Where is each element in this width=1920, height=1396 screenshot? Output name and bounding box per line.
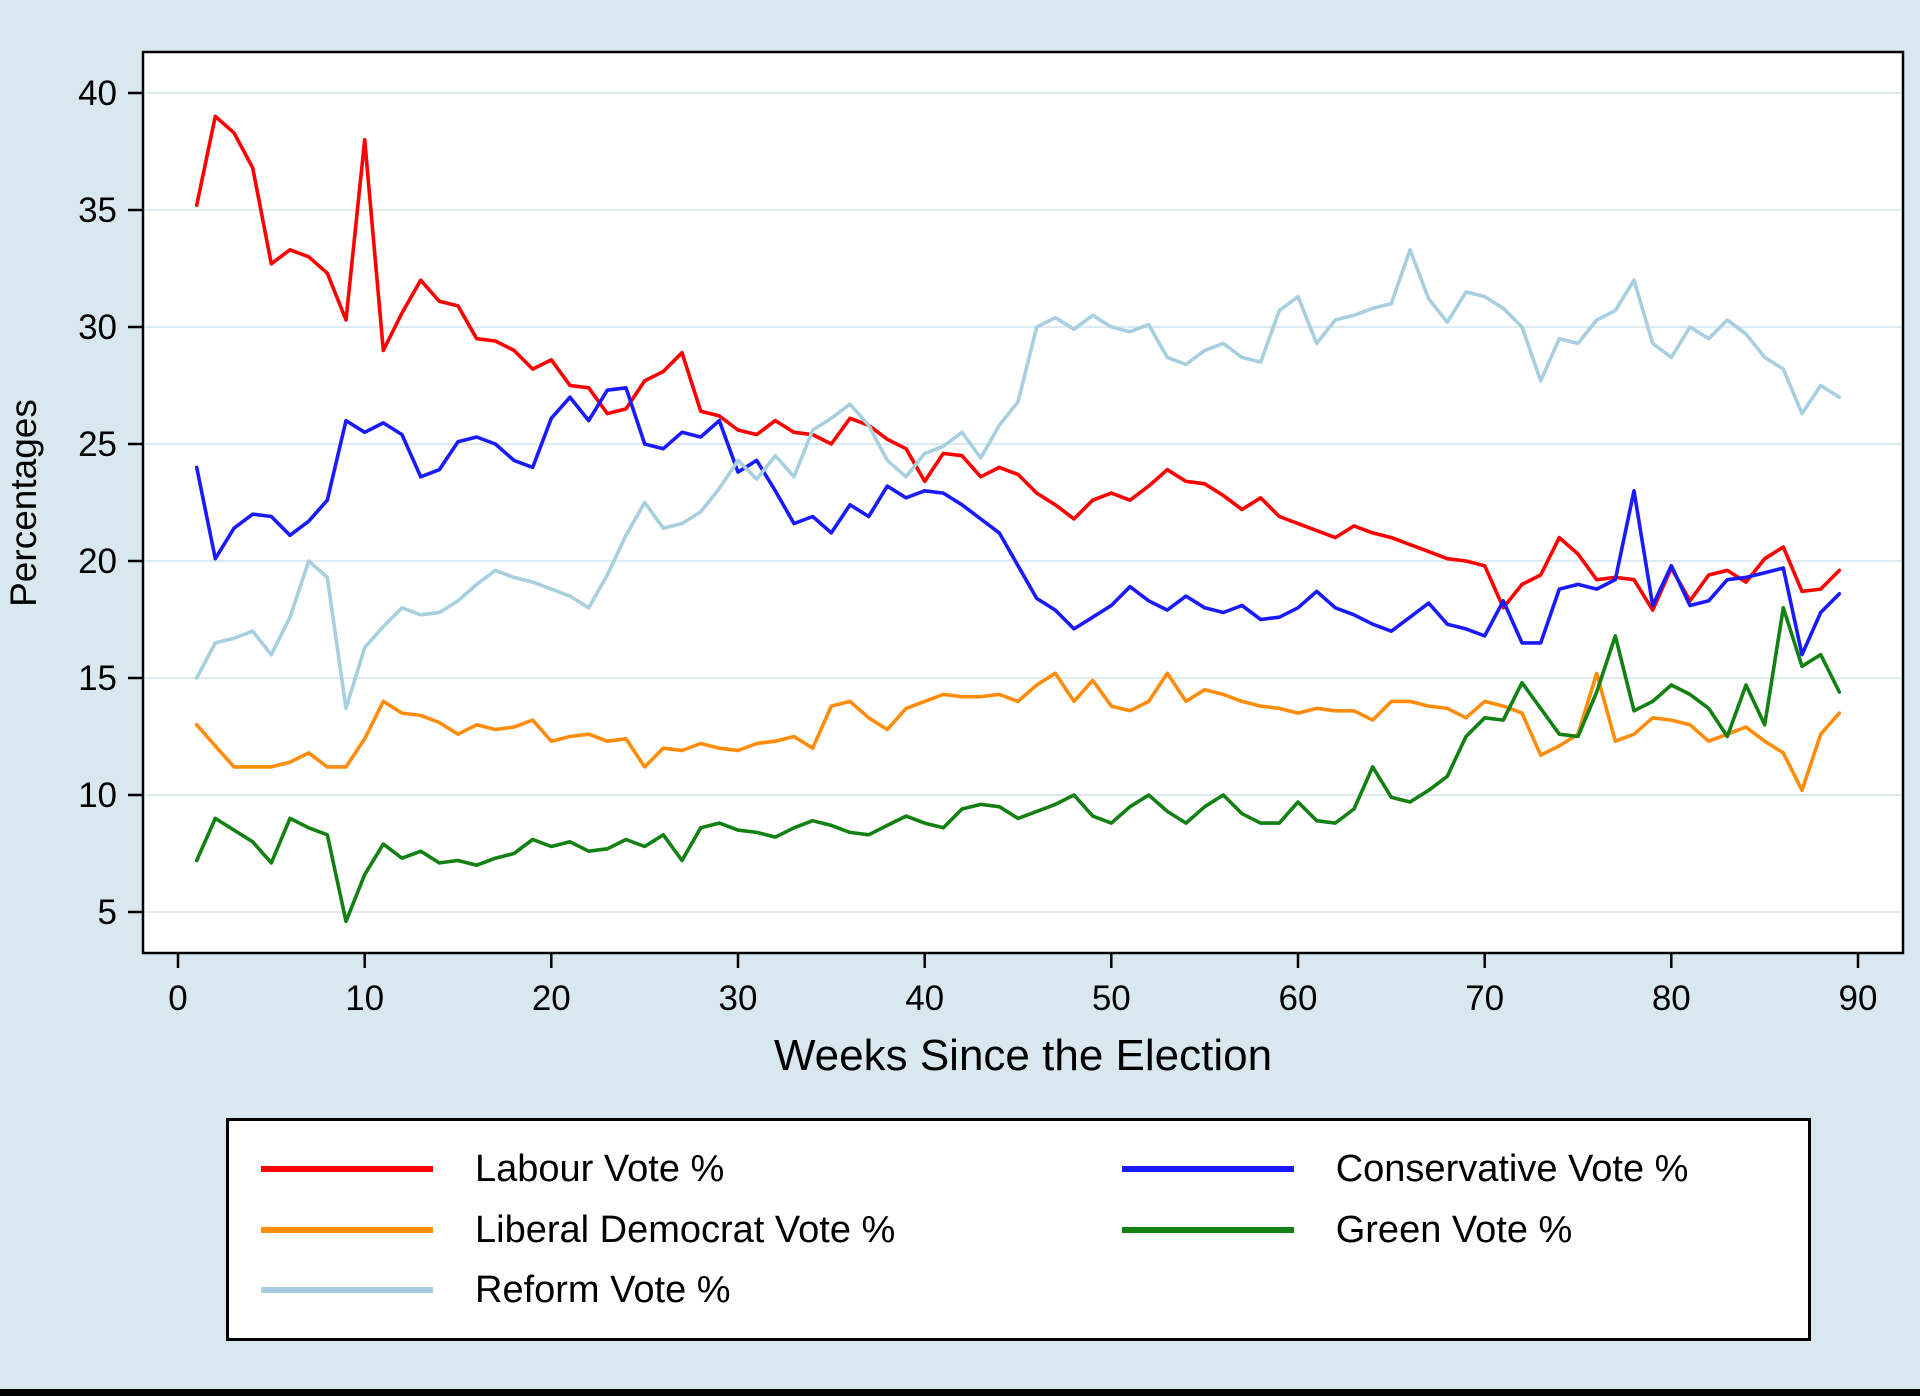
y-axis-title: Percentages xyxy=(3,399,44,607)
legend-swatch-green-line xyxy=(1121,1226,1294,1233)
y-tick-label: 30 xyxy=(78,308,117,347)
x-axis-title: Weeks Since the Election xyxy=(774,1031,1272,1080)
legend-label-green: Green Vote % xyxy=(1335,1208,1573,1251)
y-tick-label: 20 xyxy=(78,542,117,581)
x-tick-label: 20 xyxy=(532,979,571,1018)
x-tick-label: 0 xyxy=(168,979,187,1018)
plot-border xyxy=(141,50,1905,955)
legend-label-liberal-democrat: Liberal Democrat Vote % xyxy=(475,1208,896,1251)
y-tick-label: 40 xyxy=(78,74,117,113)
x-tick-label: 90 xyxy=(1839,979,1878,1018)
legend-label-labour: Labour Vote % xyxy=(475,1147,725,1190)
series-green-line xyxy=(194,605,1842,924)
legend-item-liberal-democrat: Liberal Democrat Vote % xyxy=(261,1211,1122,1249)
y-tick-label: 10 xyxy=(78,776,117,815)
y-tick-label: 15 xyxy=(78,659,117,698)
x-tick-label: 30 xyxy=(719,979,758,1018)
window-bottom-border xyxy=(0,1389,1920,1396)
x-tick-label: 10 xyxy=(345,979,384,1018)
series-conservative-line xyxy=(194,385,1842,657)
chart-legend: Labour Vote % Conservative Vote % Libera… xyxy=(226,1118,1811,1341)
y-tick-label: 5 xyxy=(98,893,117,932)
x-tick-label: 70 xyxy=(1465,979,1504,1018)
x-tick-label: 60 xyxy=(1279,979,1318,1018)
line-chart: 5 10 15 20 25 30 35 40 0 10 20 30 40 50 60 70 80 90 Weeks … xyxy=(3,50,1905,1080)
legend-swatch-labour-line xyxy=(261,1165,433,1172)
legend-item-labour: Labour Vote % xyxy=(261,1150,1122,1188)
legend-item-reform: Reform Vote % xyxy=(261,1271,1122,1309)
plot-area xyxy=(143,52,1903,953)
legend-label-reform: Reform Vote % xyxy=(475,1269,731,1312)
x-tick-label: 40 xyxy=(905,979,944,1018)
legend-item-conservative: Conservative Vote % xyxy=(1121,1147,1798,1190)
legend-item-green: Green Vote % xyxy=(1121,1208,1798,1251)
legend-label-conservative: Conservative Vote % xyxy=(1335,1147,1689,1190)
y-tick-label: 25 xyxy=(78,425,117,464)
x-tick-label: 50 xyxy=(1092,979,1131,1018)
y-tick-label: 35 xyxy=(78,191,117,230)
legend-swatch-liberal-democrat-line xyxy=(261,1226,433,1233)
series-labour-line xyxy=(194,114,1842,612)
series-liberal-line xyxy=(194,671,1842,793)
series-reform-line xyxy=(194,248,1842,711)
legend-swatch-reform-line xyxy=(261,1287,433,1294)
legend-swatch-conservative-line xyxy=(1121,1165,1294,1172)
x-tick-label: 80 xyxy=(1652,979,1691,1018)
